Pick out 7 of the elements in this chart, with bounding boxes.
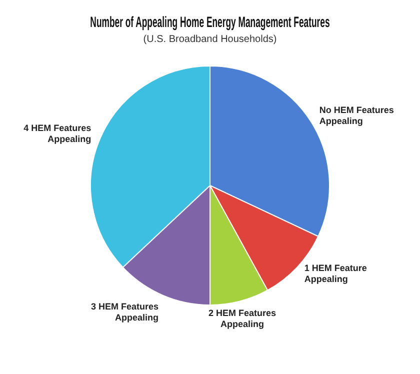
slice-label: 1 HEM Feature Appealing (304, 263, 367, 284)
chart-subtitle: (U.S. Broadband Households) (143, 34, 277, 45)
chart-title: Number of Appealing Home Energy Management Features (90, 14, 330, 31)
slice-label: 4 HEM Features Appealing (24, 123, 92, 144)
slice-label: No HEM Features Appealing (319, 105, 394, 126)
slice-label: 3 HEM Features Appealing (91, 301, 159, 322)
slice-label: 2 HEM Features Appealing (208, 308, 276, 329)
